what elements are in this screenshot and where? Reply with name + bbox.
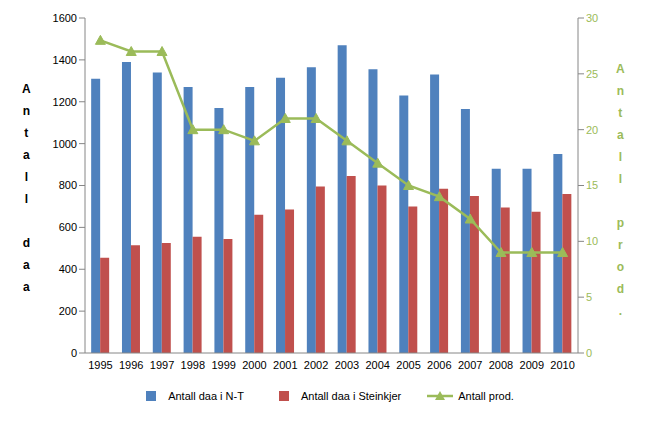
svg-text:10: 10 — [586, 235, 598, 247]
svg-text:2006: 2006 — [427, 359, 451, 371]
svg-text:20: 20 — [586, 124, 598, 136]
svg-text:1997: 1997 — [150, 359, 174, 371]
svg-text:1600: 1600 — [53, 12, 77, 24]
svg-text:2010: 2010 — [550, 359, 574, 371]
html-text:o: o — [616, 260, 624, 274]
html-text:l: l — [24, 170, 28, 184]
html-text:a: a — [23, 280, 30, 294]
html-text:a: a — [23, 148, 30, 162]
html-text:Antall prod.: Antall prod. — [458, 390, 514, 402]
html-text:n: n — [22, 104, 30, 118]
html-text:a: a — [617, 128, 624, 142]
html-text:d: d — [616, 282, 624, 296]
svg-text:2008: 2008 — [489, 359, 513, 371]
html-text:a: a — [23, 258, 30, 272]
svg-text:2002: 2002 — [304, 359, 328, 371]
html-text:d: d — [22, 236, 30, 250]
svg-text:2005: 2005 — [396, 359, 420, 371]
svg-text:1200: 1200 — [53, 96, 77, 108]
html-text:n: n — [616, 84, 624, 98]
html-text:r: r — [618, 238, 623, 252]
html-text:t: t — [618, 106, 623, 120]
svg-text:600: 600 — [59, 221, 77, 233]
svg-text:0: 0 — [71, 347, 77, 359]
svg-text:1400: 1400 — [53, 54, 77, 66]
html-text:A: A — [22, 82, 31, 96]
svg-text:2001: 2001 — [273, 359, 297, 371]
html-text:l: l — [618, 172, 622, 186]
svg-text:30: 30 — [586, 12, 598, 24]
svg-text:1000: 1000 — [53, 138, 77, 150]
svg-text:2003: 2003 — [335, 359, 359, 371]
svg-text:25: 25 — [586, 68, 598, 80]
html-text:A: A — [616, 62, 625, 76]
html-text:l: l — [618, 150, 622, 164]
svg-text:400: 400 — [59, 263, 77, 275]
html-text:p: p — [616, 216, 624, 230]
svg-text:0: 0 — [586, 347, 592, 359]
svg-text:1996: 1996 — [119, 359, 143, 371]
svg-text:1995: 1995 — [88, 359, 112, 371]
svg-text:200: 200 — [59, 305, 77, 317]
html-text:Antall daa i Steinkjer: Antall daa i Steinkjer — [300, 390, 402, 402]
svg-text:5: 5 — [586, 291, 592, 303]
svg-text:1998: 1998 — [181, 359, 205, 371]
html-text:l: l — [24, 192, 28, 206]
svg-text:2009: 2009 — [520, 359, 544, 371]
svg-text:2007: 2007 — [458, 359, 482, 371]
html-text:Antall daa i N-T: Antall daa i N-T — [168, 390, 244, 402]
svg-text:800: 800 — [59, 179, 77, 191]
svg-text:15: 15 — [586, 179, 598, 191]
svg-text:1999: 1999 — [211, 359, 235, 371]
svg-text:2000: 2000 — [242, 359, 266, 371]
svg-text:2004: 2004 — [365, 359, 389, 371]
html-text:t: t — [24, 126, 29, 140]
